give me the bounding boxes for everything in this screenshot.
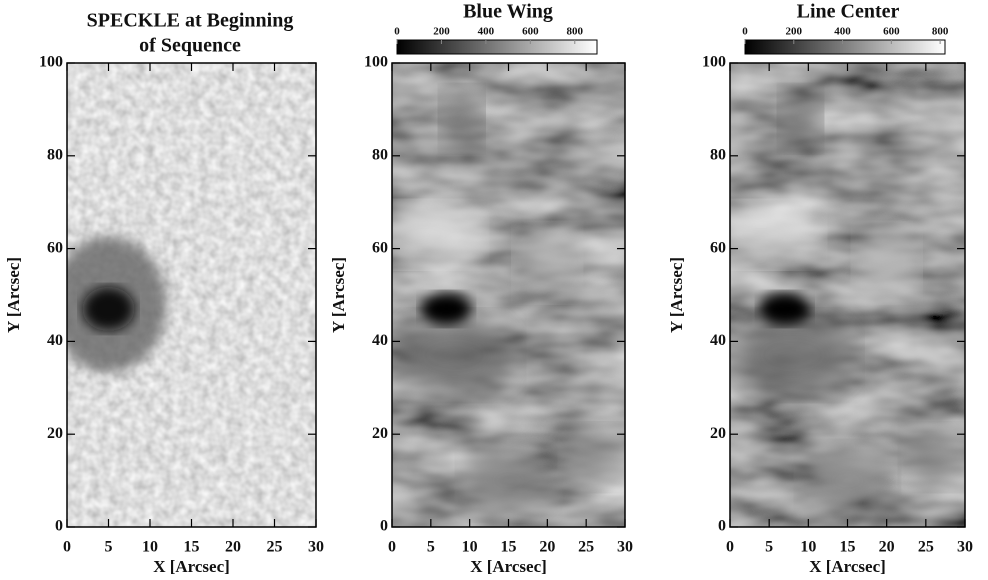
umbra [82,286,135,331]
y-tick-label: 40 [47,332,63,349]
x-tick-label: 10 [142,539,158,556]
y-tick-label: 20 [372,425,388,442]
x-tick-label: 0 [726,539,734,556]
x-tick-label: 5 [105,539,113,556]
image [392,63,625,527]
y-axis-label: Y [Arcsec] [667,257,686,333]
y-tick-label: 20 [47,425,63,442]
y-tick-label: 100 [39,54,63,71]
image [730,63,965,527]
colorbar-tick-label: 600 [522,26,539,38]
x-tick-label: 10 [800,539,816,556]
colorbar [396,39,598,55]
y-tick-label: 60 [372,239,388,256]
bright-region [392,204,479,265]
colorbar-tick-label: 800 [567,26,584,38]
x-tick-label: 20 [879,539,895,556]
x-tick-label: 25 [578,539,594,556]
bright-region [394,315,515,396]
chart-title: Line Center [797,1,900,23]
y-tick-label: 80 [710,146,726,163]
colorbar-tick-label: 200 [433,26,450,38]
bright-region [780,88,821,149]
x-axis-label: X [Arcsec] [809,557,886,576]
y-tick-label: 0 [718,518,726,535]
x-tick-label: 25 [267,539,283,556]
bright-region [856,227,917,298]
x-tick-label: 20 [225,539,241,556]
image [67,63,316,527]
chart-title: SPECKLE at Beginning [87,10,294,32]
colorbar-tick-label: 600 [883,26,900,38]
colorbar-tick-label: 0 [742,26,748,38]
x-tick-label: 5 [765,539,773,556]
chart-title: of Sequence [139,35,241,57]
colorbar-tick-label: 200 [786,26,803,38]
bright-region [802,445,893,516]
y-tick-label: 80 [372,146,388,163]
colorbar-tick-label: 400 [478,26,495,38]
bright-region [441,88,482,149]
x-tick-label: 25 [918,539,934,556]
x-tick-label: 30 [308,539,324,556]
y-tick-label: 100 [702,54,726,71]
bright-region [903,427,964,488]
x-tick-label: 30 [617,539,633,556]
colorbar-tick-label: 800 [932,26,949,38]
y-tick-label: 60 [710,239,726,256]
y-tick-label: 80 [47,146,63,163]
bright-region [463,445,554,516]
y-axis-label: Y [Arcsec] [329,257,348,333]
x-tick-label: 15 [501,539,517,556]
x-tick-label: 5 [427,539,435,556]
bright-region [517,227,578,298]
dark-core [421,292,472,325]
y-axis-label: Y [Arcsec] [4,257,23,333]
x-axis-label: X [Arcsec] [153,557,230,576]
x-tick-label: 0 [388,539,396,556]
colorbar-tick-label: 0 [394,26,400,38]
dark-core [759,292,810,325]
x-tick-label: 0 [63,539,71,556]
x-tick-label: 15 [184,539,200,556]
y-tick-label: 0 [55,518,63,535]
y-tick-label: 20 [710,425,726,442]
x-tick-label: 20 [539,539,555,556]
y-tick-label: 60 [47,239,63,256]
x-tick-label: 15 [840,539,856,556]
y-tick-label: 40 [710,332,726,349]
y-tick-label: 0 [380,518,388,535]
x-axis-label: X [Arcsec] [470,557,547,576]
x-tick-label: 30 [957,539,973,556]
bright-region [730,204,817,265]
bright-region [563,427,624,488]
colorbar-tick-label: 400 [834,26,851,38]
y-tick-label: 40 [372,332,388,349]
colorbar [744,39,946,55]
bright-region [732,315,853,396]
y-tick-label: 100 [364,54,388,71]
x-tick-label: 10 [462,539,478,556]
chart-title: Blue Wing [463,1,553,23]
